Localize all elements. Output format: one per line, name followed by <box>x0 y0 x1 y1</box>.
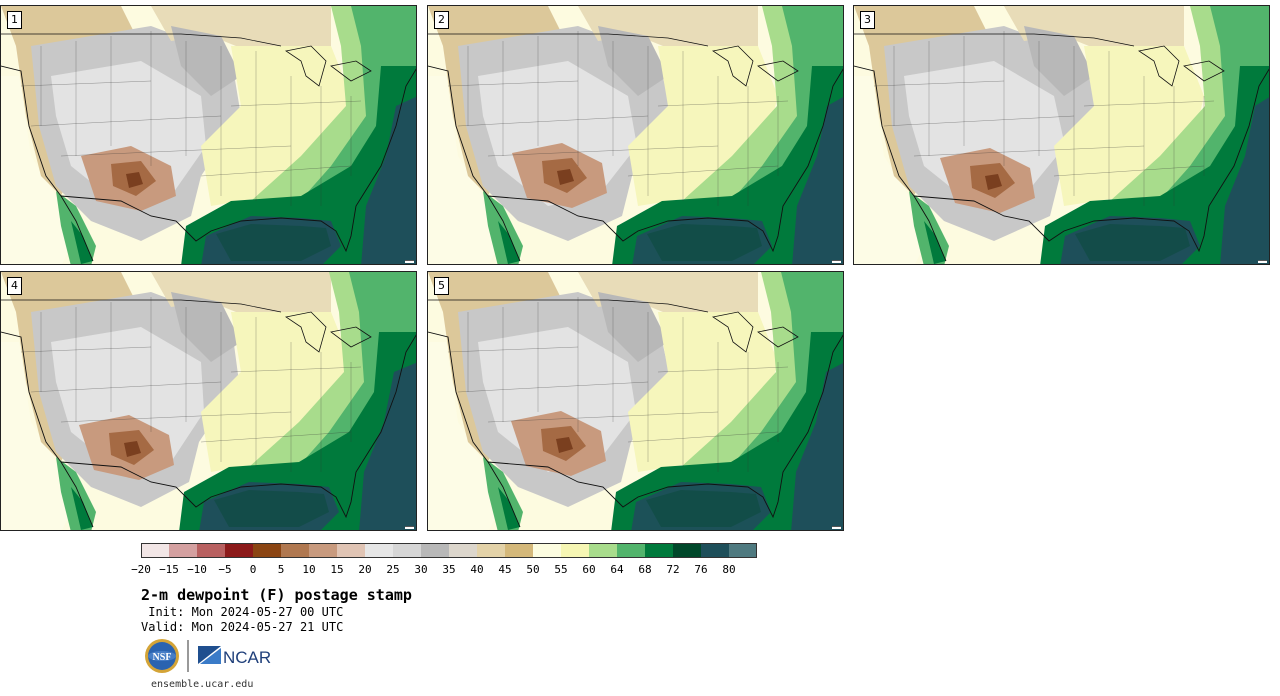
ncar-logo: NCAR <box>198 646 271 667</box>
valid-time: Valid: Mon 2024-05-27 21 UTC <box>141 620 344 634</box>
colorbar-tick-label: 35 <box>442 563 456 576</box>
colorbar-tick-labels: −20 −15 −10 −5 0 5 10 15 20 25 30 35 40 45 50 55 60 64 68 7… <box>126 563 786 579</box>
logos: NSF NCAR <box>145 639 271 673</box>
panel-number: 1 <box>7 11 22 29</box>
colorbar-swatch <box>617 543 645 558</box>
colorbar-tick-label: 76 <box>694 563 708 576</box>
colorbar-swatch <box>169 543 197 558</box>
nsf-logo: NSF <box>145 639 179 673</box>
map-panel-1: 1 <box>0 5 417 265</box>
colorbar-tick-label: −10 <box>187 563 207 576</box>
colorbar-tick-label: 40 <box>470 563 484 576</box>
init-time: Init: Mon 2024-05-27 00 UTC <box>141 605 344 619</box>
panel-number: 3 <box>860 11 875 29</box>
panel-number: 4 <box>7 277 22 295</box>
colorbar-tick-label: 55 <box>554 563 568 576</box>
colorbar-border <box>141 543 757 558</box>
nsf-logo-text: NSF <box>153 652 172 663</box>
map-panel-2: 2 <box>427 5 844 265</box>
colorbar-tick-label: 5 <box>277 563 285 576</box>
dewpoint-map <box>854 6 1269 264</box>
colorbar-tick-label: 0 <box>249 563 257 576</box>
colorbar-swatch <box>281 543 309 558</box>
panel-number: 5 <box>434 277 449 295</box>
colorbar-tick-label: 72 <box>666 563 680 576</box>
map-panel-3: 3 <box>853 5 1270 265</box>
colorbar-tick-label: 15 <box>330 563 344 576</box>
colorbar-tick-label: 30 <box>414 563 428 576</box>
colorbar-tick-label: 50 <box>526 563 540 576</box>
colorbar-swatch <box>393 543 421 558</box>
colorbar-swatch <box>365 543 393 558</box>
ncar-logo-text: NCAR <box>223 648 271 667</box>
colorbar-tick-label: 64 <box>610 563 624 576</box>
chart-title: 2-m dewpoint (F) postage stamp <box>141 586 412 604</box>
colorbar-swatch <box>225 543 253 558</box>
map-panel-5: 5 <box>427 271 844 531</box>
colorbar-swatch <box>421 543 449 558</box>
colorbar-tick-label: 25 <box>386 563 400 576</box>
colorbar-swatch <box>309 543 337 558</box>
site-url: ensemble.ucar.edu <box>151 679 254 690</box>
colorbar-swatch <box>645 543 673 558</box>
colorbar-tick-label: 80 <box>722 563 736 576</box>
colorbar-tick-label: 60 <box>582 563 596 576</box>
colorbar-tick-label: 45 <box>498 563 512 576</box>
corner-marker <box>832 260 841 263</box>
colorbar-swatch <box>477 543 505 558</box>
dewpoint-map <box>428 272 843 530</box>
dewpoint-map <box>1 6 416 264</box>
colorbar-tick-label: −5 <box>218 563 232 576</box>
corner-marker <box>405 260 414 263</box>
colorbar-swatch <box>253 543 281 558</box>
colorbar <box>141 543 757 558</box>
colorbar-tick-label: −15 <box>159 563 179 576</box>
colorbar-swatch <box>337 543 365 558</box>
colorbar-swatch <box>449 543 477 558</box>
dewpoint-map <box>428 6 843 264</box>
colorbar-tick-label: 68 <box>638 563 652 576</box>
corner-marker <box>832 526 841 529</box>
colorbar-swatch <box>701 543 729 558</box>
map-panel-4: 4 <box>0 271 417 531</box>
corner-marker <box>405 526 414 529</box>
colorbar-swatch <box>533 543 561 558</box>
colorbar-swatch <box>141 543 169 558</box>
colorbar-swatch <box>197 543 225 558</box>
colorbar-tick-label: 20 <box>358 563 372 576</box>
corner-marker <box>1258 260 1267 263</box>
colorbar-swatch <box>561 543 589 558</box>
colorbar-swatch <box>505 543 533 558</box>
colorbar-swatch <box>589 543 617 558</box>
colorbar-tick-label: 10 <box>302 563 316 576</box>
colorbar-swatch <box>673 543 701 558</box>
panel-number: 2 <box>434 11 449 29</box>
colorbar-tick-label: −20 <box>131 563 151 576</box>
dewpoint-map <box>1 272 416 530</box>
colorbar-swatch <box>729 543 757 558</box>
